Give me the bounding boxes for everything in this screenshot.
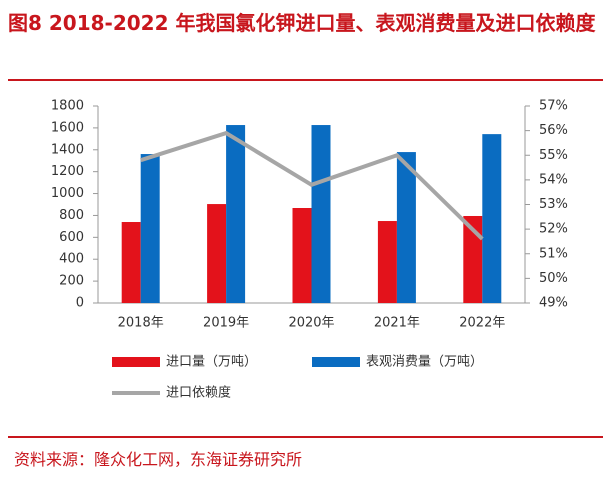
y2-tick-label: 53% xyxy=(539,197,568,212)
legend-swatch xyxy=(312,357,360,367)
y2-tick-label: 54% xyxy=(539,172,568,187)
y2-tick-label: 57% xyxy=(539,99,568,114)
legend-swatch xyxy=(112,357,160,367)
legend-label: 表观消费量（万吨） xyxy=(366,355,483,370)
y-tick-label: 1200 xyxy=(51,164,84,179)
y-tick-label: 0 xyxy=(76,296,84,311)
y-tick-label: 400 xyxy=(59,252,84,267)
bar xyxy=(311,125,331,303)
bar xyxy=(207,204,227,303)
bar xyxy=(121,222,141,303)
y-tick-label: 800 xyxy=(59,208,84,223)
source-note: 资料来源：隆众化工网，东海证券研究所 xyxy=(14,450,303,469)
y-tick-label: 1800 xyxy=(51,99,84,114)
x-tick-label: 2019年 xyxy=(203,316,249,331)
bar xyxy=(140,154,160,303)
bar xyxy=(396,152,416,303)
y-tick-label: 1600 xyxy=(51,120,84,135)
chart-title: 图8 2018-2022 年我国氯化钾进口量、表观消费量及进口依赖度 xyxy=(8,11,596,35)
bar xyxy=(482,134,502,303)
y-tick-label: 1400 xyxy=(51,142,84,157)
x-tick-label: 2021年 xyxy=(374,316,420,331)
y2-tick-label: 52% xyxy=(539,222,568,237)
bar xyxy=(292,208,312,303)
y-tick-label: 1000 xyxy=(51,186,84,201)
x-tick-label: 2020年 xyxy=(288,316,334,331)
y2-tick-label: 50% xyxy=(539,271,568,286)
y2-tick-label: 56% xyxy=(539,123,568,138)
y-tick-label: 200 xyxy=(59,274,84,289)
y2-tick-label: 55% xyxy=(539,148,568,163)
y2-tick-label: 49% xyxy=(539,296,568,311)
bar xyxy=(226,125,246,303)
x-tick-label: 2018年 xyxy=(118,316,164,331)
bar xyxy=(377,221,397,303)
x-tick-label: 2022年 xyxy=(459,316,505,331)
line xyxy=(140,130,484,241)
legend-label: 进口依赖度 xyxy=(166,385,231,401)
y2-tick-label: 51% xyxy=(539,246,568,261)
y-tick-label: 600 xyxy=(59,230,84,245)
bar xyxy=(463,215,483,303)
legend-label: 进口量（万吨） xyxy=(166,355,257,370)
